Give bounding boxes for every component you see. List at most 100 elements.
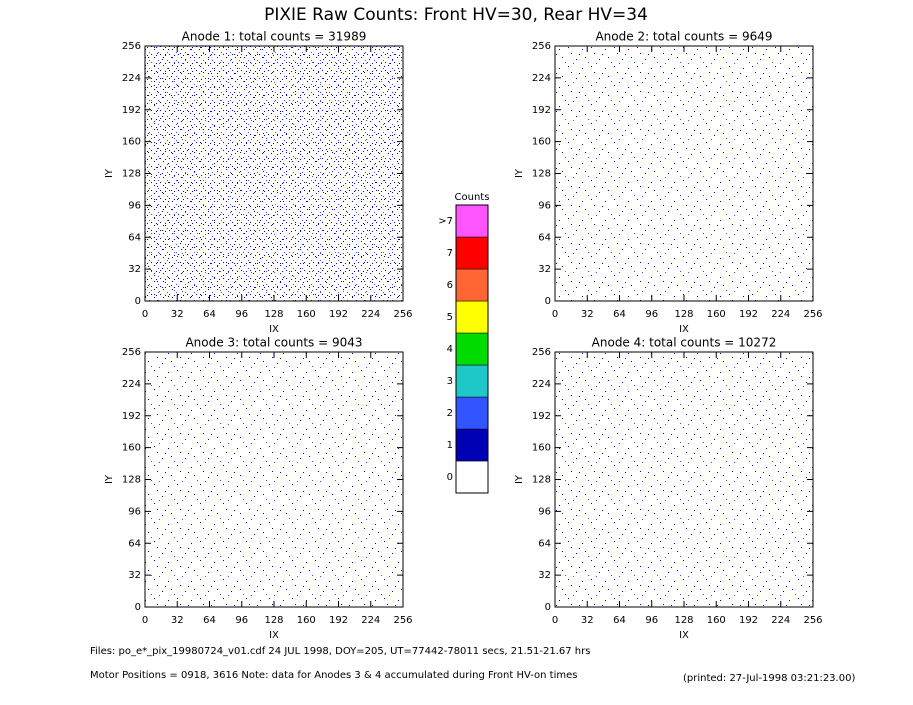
colorbar-segment [455, 364, 489, 398]
y-tick-label: 224 [122, 73, 141, 84]
x-tick-label: 96 [235, 309, 248, 320]
y-tick-label: 96 [538, 506, 551, 517]
y-tick-label: 128 [532, 169, 551, 180]
panel-title: Anode 2: total counts = 9649 [595, 30, 772, 44]
colorbar-frame [455, 204, 489, 494]
y-tick-label: 32 [538, 264, 551, 275]
x-tick-label: 192 [329, 615, 348, 626]
y-axis-label: IY [514, 168, 525, 178]
x-tick-label: 0 [552, 309, 558, 320]
y-tick-label: 128 [532, 475, 551, 486]
y-tick-label: 128 [122, 169, 141, 180]
x-axis-label: IX [679, 630, 689, 641]
y-tick-label: 0 [545, 602, 551, 613]
colorbar-segment [455, 236, 489, 270]
y-tick-label: 96 [128, 200, 141, 211]
colorbar-label: 1 [447, 440, 453, 451]
y-tick-label: 0 [135, 602, 141, 613]
y-tick-label: 64 [538, 538, 551, 549]
y-tick-label: 192 [122, 411, 141, 422]
colorbar-label: 5 [447, 312, 453, 323]
y-axis-label: IY [104, 474, 115, 484]
x-tick-label: 192 [329, 309, 348, 320]
x-tick-label: 256 [393, 615, 412, 626]
y-tick-label: 256 [532, 41, 551, 52]
figure-title: PIXIE Raw Counts: Front HV=30, Rear HV=3… [264, 5, 648, 25]
y-tick-label: 256 [532, 347, 551, 358]
y-tick-label: 160 [122, 137, 141, 148]
y-tick-label: 192 [532, 105, 551, 116]
colorbar-label: 3 [447, 376, 453, 387]
colorbar-label: 0 [447, 472, 453, 483]
count-image-overlay [145, 46, 403, 301]
y-tick-label: 0 [135, 296, 141, 307]
colorbar-label: 4 [447, 344, 453, 355]
y-tick-label: 64 [538, 232, 551, 243]
x-tick-label: 32 [171, 615, 184, 626]
x-tick-label: 32 [171, 309, 184, 320]
y-axis-label: IY [514, 474, 525, 484]
x-tick-label: 0 [142, 615, 148, 626]
y-tick-label: 192 [122, 105, 141, 116]
x-tick-label: 64 [613, 615, 626, 626]
x-tick-label: 32 [581, 615, 594, 626]
footer-files: Files: po_e*_pix_19980724_v01.cdf 24 JUL… [90, 646, 590, 657]
x-tick-label: 128 [674, 309, 693, 320]
colorbar-segment [455, 332, 489, 366]
colorbar-segment [455, 460, 489, 494]
x-tick-label: 96 [235, 615, 248, 626]
y-tick-label: 64 [128, 538, 141, 549]
y-tick-label: 32 [128, 570, 141, 581]
x-tick-label: 64 [203, 615, 216, 626]
x-tick-label: 224 [771, 615, 790, 626]
colorbar-segment [455, 396, 489, 430]
y-tick-label: 256 [122, 347, 141, 358]
panel-title: Anode 1: total counts = 31989 [182, 30, 367, 44]
x-tick-label: 64 [613, 309, 626, 320]
y-tick-label: 224 [532, 379, 551, 390]
y-tick-label: 0 [545, 296, 551, 307]
colorbar-segment [455, 268, 489, 302]
colorbar-label: >7 [438, 216, 453, 227]
count-image [555, 352, 813, 607]
x-tick-label: 192 [739, 615, 758, 626]
x-tick-label: 160 [297, 615, 316, 626]
x-tick-label: 192 [739, 309, 758, 320]
panel-title: Anode 3: total counts = 9043 [185, 336, 362, 350]
y-tick-label: 160 [532, 443, 551, 454]
colorbar-label: 6 [447, 280, 453, 291]
x-tick-label: 160 [707, 309, 726, 320]
x-tick-label: 224 [771, 309, 790, 320]
x-tick-label: 256 [803, 615, 822, 626]
x-tick-label: 96 [645, 309, 658, 320]
x-axis-label: IX [269, 324, 279, 335]
x-tick-label: 256 [393, 309, 412, 320]
y-tick-label: 32 [538, 570, 551, 581]
count-image [145, 352, 403, 607]
x-tick-label: 160 [707, 615, 726, 626]
footer-motor: Motor Positions = 0918, 3616 Note: data … [90, 670, 577, 681]
colorbar-label: 7 [447, 248, 453, 259]
colorbar-title: Counts [455, 192, 490, 203]
x-tick-label: 128 [264, 309, 283, 320]
x-tick-label: 160 [297, 309, 316, 320]
x-tick-label: 224 [361, 615, 380, 626]
count-image [555, 46, 813, 301]
y-tick-label: 64 [128, 232, 141, 243]
x-tick-label: 224 [361, 309, 380, 320]
y-tick-label: 128 [122, 475, 141, 486]
y-axis-label: IY [104, 168, 115, 178]
y-tick-label: 224 [532, 73, 551, 84]
x-axis-label: IX [269, 630, 279, 641]
y-tick-label: 96 [538, 200, 551, 211]
x-tick-label: 64 [203, 309, 216, 320]
x-tick-label: 128 [264, 615, 283, 626]
colorbar-segment [455, 428, 489, 462]
y-tick-label: 32 [128, 264, 141, 275]
x-tick-label: 32 [581, 309, 594, 320]
y-tick-label: 96 [128, 506, 141, 517]
x-tick-label: 256 [803, 309, 822, 320]
y-tick-label: 160 [122, 443, 141, 454]
